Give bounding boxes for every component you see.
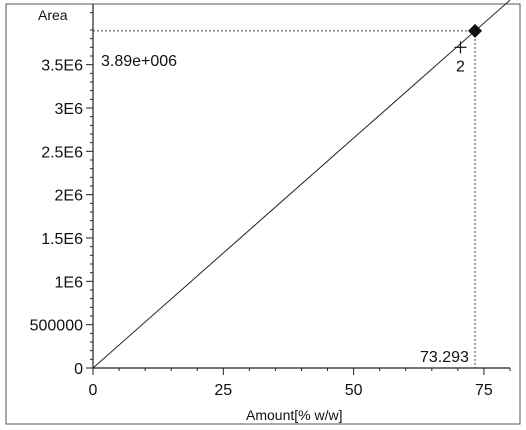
chart-frame bbox=[5, 3, 521, 425]
y-tick-label: 1.5E6 bbox=[41, 231, 83, 248]
y-tick-label: 1E6 bbox=[55, 274, 84, 291]
y-axis-label: Area bbox=[38, 7, 68, 23]
y-tick-label: 3.5E6 bbox=[41, 58, 83, 75]
y-tick-label: 3E6 bbox=[55, 101, 84, 118]
ticks: 0 500000 1E6 1.5E6 2E6 2.5E6 3E6 3.5E6 0 25 50 75 bbox=[30, 12, 511, 399]
y-tick-label: 2E6 bbox=[55, 188, 84, 205]
x-value-annotation: 73.293 bbox=[420, 349, 469, 366]
y-tick-label: 500000 bbox=[30, 318, 83, 335]
sample-point-marker bbox=[468, 23, 483, 38]
y-tick-label: 2.5E6 bbox=[41, 144, 83, 161]
y-tick-label: 0 bbox=[74, 361, 83, 378]
x-tick-label: 50 bbox=[345, 382, 363, 399]
x-tick-label: 75 bbox=[475, 382, 493, 399]
y-value-annotation: 3.89e+006 bbox=[101, 53, 177, 70]
calibration-point: 2 bbox=[454, 41, 467, 75]
calibration-point-label: 2 bbox=[456, 58, 465, 75]
x-axis-label: Amount[% w/w] bbox=[246, 407, 342, 423]
plot-area: 2 bbox=[92, 0, 511, 369]
calibration-line bbox=[92, 0, 511, 369]
x-tick-label: 0 bbox=[89, 382, 98, 399]
x-tick-label: 25 bbox=[214, 382, 232, 399]
